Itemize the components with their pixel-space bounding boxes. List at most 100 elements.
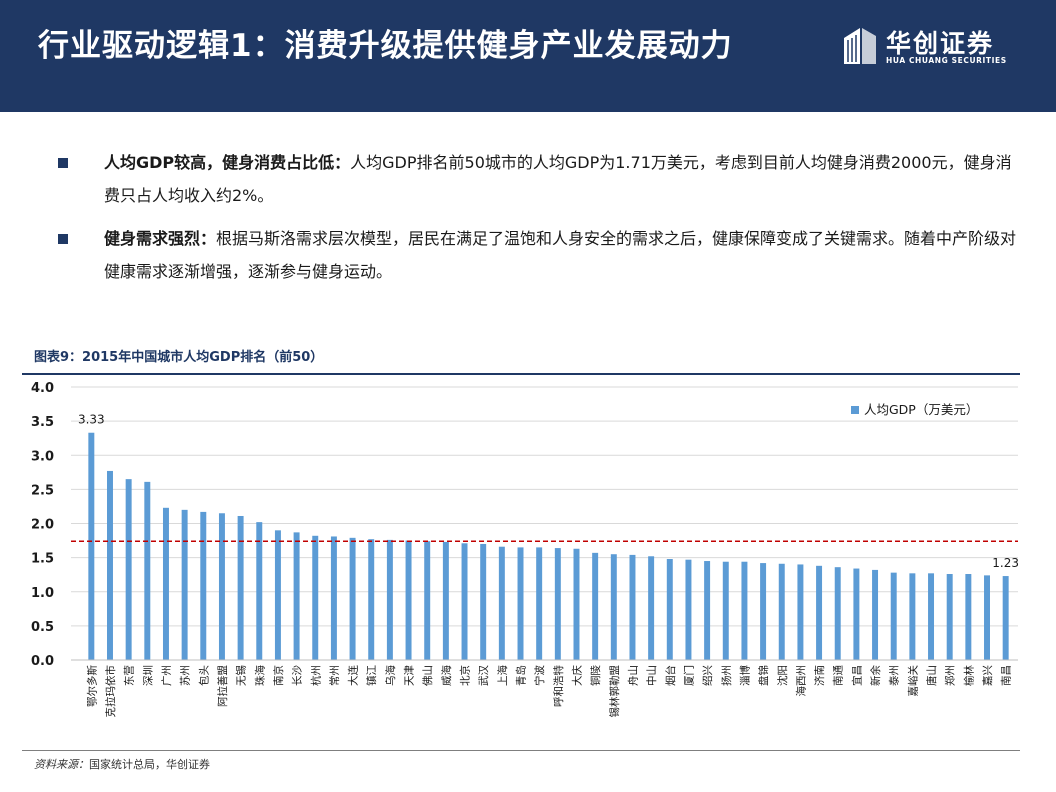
x-tick-label: 深圳	[142, 665, 154, 686]
x-tick-label: 鄂尔多斯	[85, 665, 98, 707]
logo-english-name: HUA CHUANG SECURITIES	[886, 56, 1007, 65]
bullet-item: 健身需求强烈：根据马斯洛需求层次模型，居民在满足了温饱和人身安全的需求之后，健康…	[58, 222, 1018, 288]
x-tick-label: 阿拉善盟	[216, 665, 229, 707]
chart-title: 图表9：2015年中国城市人均GDP排名（前50）	[34, 350, 324, 365]
bullet-square-icon	[58, 158, 68, 168]
bar	[890, 572, 897, 660]
x-tick-label: 无锡	[235, 665, 248, 686]
bar	[312, 535, 319, 660]
bar	[816, 565, 823, 660]
bullet-heading: 人均GDP较高，健身消费占比低：	[104, 153, 351, 172]
bar	[405, 540, 412, 660]
bar	[442, 541, 449, 660]
bullet-list: 人均GDP较高，健身消费占比低：人均GDP排名前50城市的人均GDP为1.71万…	[58, 146, 1018, 298]
data-label: 3.33	[78, 413, 105, 427]
company-logo: 华创证券 HUA CHUANG SECURITIES	[842, 24, 1012, 74]
bar	[629, 554, 636, 660]
x-tick-label: 常州	[328, 665, 341, 686]
x-tick-label: 郑州	[944, 665, 957, 686]
y-tick-label: 2.0	[31, 518, 54, 533]
x-tick-label: 威海	[440, 665, 453, 686]
bar	[928, 573, 935, 660]
x-tick-label: 南昌	[1000, 665, 1013, 686]
x-tick-label: 淄博	[738, 665, 751, 686]
bar	[517, 547, 524, 660]
logo-mark-icon	[844, 28, 876, 64]
bar	[1002, 576, 1009, 660]
bar	[648, 556, 655, 660]
bar	[760, 563, 767, 660]
bar	[218, 513, 225, 660]
bar	[573, 548, 580, 660]
x-tick-label: 宁波	[533, 665, 546, 686]
x-tick-label: 铜陵	[590, 665, 602, 686]
bar	[107, 470, 113, 660]
x-tick-label: 杭州	[309, 665, 322, 686]
bar	[200, 511, 207, 660]
divider	[22, 750, 1020, 751]
x-tick-label: 舟山	[626, 665, 639, 686]
bar	[909, 573, 916, 660]
x-tick-label: 济南	[813, 665, 826, 686]
bar	[666, 558, 673, 660]
logo-name: 华创证券	[886, 29, 995, 58]
bullet-square-icon	[58, 234, 68, 244]
bar	[88, 432, 95, 660]
bar	[181, 509, 188, 660]
x-tick-label: 包头	[197, 665, 210, 686]
gdp-bar-chart: 0.0 0.5 1.0 1.5 2.0 2.5 3.0 3.5 4.0 鄂尔多斯 克拉玛依市 东营 深圳…	[31, 381, 1019, 718]
x-tick-label: 宜昌	[850, 665, 863, 686]
data-label: 1.23	[992, 556, 1019, 570]
y-tick-label: 0.0	[31, 654, 54, 669]
bar	[722, 561, 729, 660]
source-text: 国家统计总局，华创证券	[89, 758, 210, 771]
x-tick-label: 中山	[645, 665, 658, 686]
bar	[592, 552, 599, 660]
bar	[349, 537, 356, 660]
bullet-heading: 健身需求强烈：	[104, 229, 217, 248]
bar	[237, 515, 244, 660]
bar	[162, 507, 169, 660]
bar	[685, 559, 692, 660]
y-tick-label: 3.0	[31, 449, 54, 464]
bar	[293, 532, 300, 660]
x-tick-label: 南京	[272, 665, 285, 686]
bar	[778, 563, 785, 660]
source-label: 资料来源：	[34, 758, 89, 771]
y-tick-label: 3.5	[31, 415, 54, 430]
x-tick-label: 厦门	[682, 665, 695, 686]
x-tick-label: 广州	[161, 665, 173, 686]
x-tick-label: 乌海	[384, 665, 397, 686]
bar	[125, 479, 132, 660]
bar	[536, 547, 543, 660]
bar	[946, 574, 953, 660]
bar	[461, 543, 468, 660]
bar	[144, 481, 151, 660]
bar	[797, 564, 804, 660]
x-tick-label: 新余	[869, 665, 882, 686]
bar	[498, 546, 505, 660]
x-tick-label: 锡林郭勒盟	[608, 665, 621, 718]
x-tick-label: 大庆	[570, 665, 583, 686]
x-tick-label: 镇江	[365, 665, 378, 686]
x-tick-label: 盘锦	[757, 665, 770, 686]
y-tick-label: 1.5	[31, 552, 54, 567]
bar	[610, 554, 617, 660]
divider	[22, 373, 1020, 375]
x-tick-label: 武汉	[477, 665, 490, 686]
x-tick-label: 沈阳	[776, 665, 789, 686]
x-tick-label: 天津	[404, 665, 416, 686]
y-tick-label: 1.0	[31, 586, 54, 601]
bar	[256, 522, 263, 660]
bullet-text: 根据马斯洛需求层次模型，居民在满足了温饱和人身安全的需求之后，健康保障变成了关键…	[104, 229, 1017, 281]
x-tick-label: 泰州	[888, 665, 901, 686]
bar	[834, 567, 841, 660]
y-tick-label: 0.5	[31, 620, 54, 635]
x-tick-label: 青岛	[515, 665, 528, 686]
x-tick-label: 海西州	[794, 665, 807, 697]
bar	[424, 541, 431, 660]
bar	[853, 568, 860, 660]
bar	[965, 574, 972, 660]
bar	[386, 539, 393, 660]
header-bar: 行业驱动逻辑1：消费升级提供健身产业发展动力 华创证券 HUA CHUANG S…	[0, 0, 1056, 112]
